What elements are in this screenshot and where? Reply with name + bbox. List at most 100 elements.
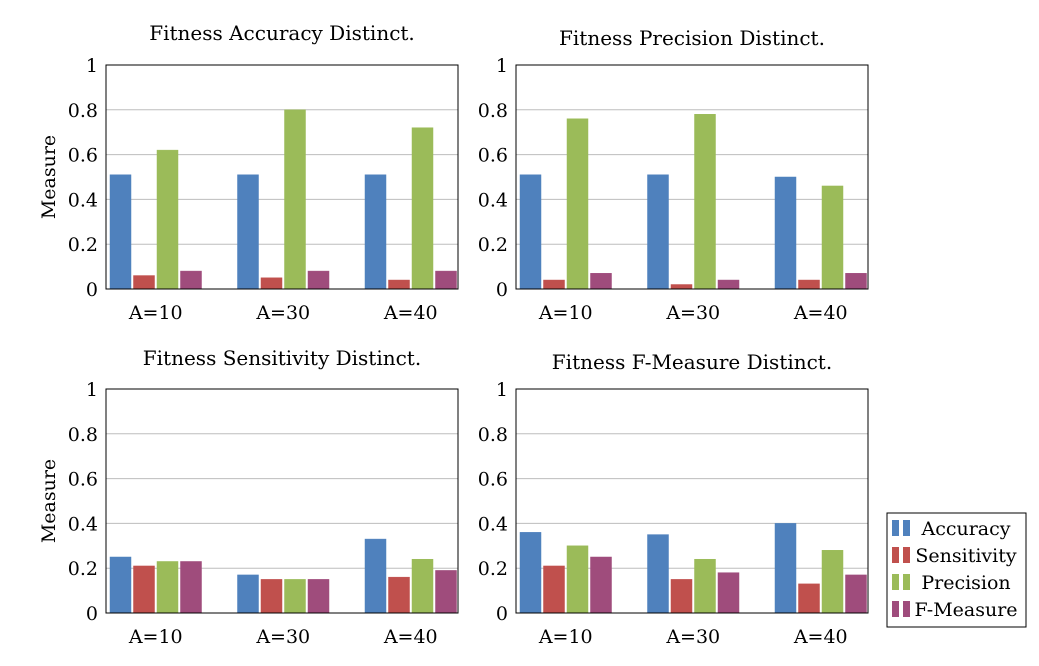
bar-precision-A10 — [156, 149, 179, 290]
bar-precision-A30 — [694, 558, 716, 614]
bar-precision-A40 — [411, 127, 434, 290]
bar-accuracy-A10 — [519, 532, 542, 614]
bar-accuracy-A40 — [774, 176, 797, 290]
legend-swatch — [892, 601, 899, 617]
y-tick-label: 0.8 — [478, 100, 508, 122]
bar-accuracy-A40 — [364, 174, 387, 290]
bar-sensitivity-A30 — [670, 284, 693, 290]
y-tick-label: 0.4 — [68, 189, 98, 211]
y-axis-label: Measure — [38, 459, 60, 543]
bar-precision-A10 — [566, 545, 589, 614]
bar-f-measure-A40 — [845, 574, 867, 614]
legend: Accuracy Sensitivity Precision F-Measure — [886, 512, 1027, 628]
bar-f-measure-A10 — [180, 561, 202, 614]
bar-accuracy-A40 — [364, 538, 387, 614]
bar-accuracy-A30 — [647, 174, 669, 290]
y-tick-label: 0.4 — [68, 513, 98, 535]
bar-precision-A40 — [411, 558, 434, 614]
legend-swatch — [903, 574, 910, 590]
y-tick-label: 0.8 — [68, 100, 98, 122]
y-tick-label: 0.2 — [68, 558, 98, 580]
bar-accuracy-A30 — [647, 534, 669, 614]
y-tick-label: 0.4 — [478, 189, 508, 211]
y-tick-label: 0.2 — [68, 234, 98, 256]
y-axis-label: Measure — [38, 135, 60, 219]
y-tick-label: 0 — [86, 603, 98, 625]
y-tick-label: 1 — [496, 55, 508, 77]
legend-label: Sensitivity — [915, 545, 1016, 567]
bar-f-measure-A40 — [435, 570, 457, 614]
x-tick-label: A=10 — [128, 302, 183, 324]
axis-frame — [515, 64, 869, 290]
x-tick-label: A=30 — [665, 626, 720, 648]
bar-precision-A40 — [821, 185, 844, 290]
legend-label: Precision — [921, 572, 1010, 594]
bar-sensitivity-A40 — [388, 576, 410, 614]
bar-accuracy-A10 — [519, 174, 542, 290]
bar-f-measure-A30 — [717, 279, 740, 290]
chart-panel-3: 0 0.2 0.4 0.6 0.8 1 A=10 A=30 A=40 Fitness Sensit… — [38, 346, 459, 648]
y-tick-label: 0.6 — [478, 469, 508, 491]
x-tick-label: A=40 — [793, 626, 848, 648]
legend-swatch — [892, 574, 899, 590]
legend-swatch — [903, 520, 910, 536]
chart-title: Fitness Sensitivity Distinct. — [143, 346, 421, 370]
bar-sensitivity-A40 — [388, 279, 410, 290]
y-tick-label: 1 — [86, 55, 98, 77]
bar-precision-A10 — [156, 561, 179, 614]
legend-swatch — [892, 547, 899, 563]
x-tick-label: A=30 — [665, 302, 720, 324]
bar-precision-A30 — [284, 579, 306, 614]
bar-precision-A40 — [821, 550, 844, 614]
bar-accuracy-A10 — [109, 556, 132, 614]
bar-accuracy-A10 — [109, 174, 132, 290]
bar-f-measure-A10 — [590, 273, 612, 290]
chart-title: Fitness F-Measure Distinct. — [552, 350, 832, 374]
axis-frame — [515, 388, 869, 614]
legend-label: Accuracy — [920, 518, 1010, 540]
y-tick-label: 1 — [496, 379, 508, 401]
y-tick-label: 0.6 — [478, 145, 508, 167]
y-tick-label: 0.8 — [68, 424, 98, 446]
bar-f-measure-A10 — [180, 270, 202, 290]
axis-frame — [105, 388, 459, 614]
chart-panel-1: 0 0.2 0.4 0.6 0.8 1 A=10 A=30 A=40 Fitness Accura… — [38, 21, 459, 324]
bar-sensitivity-A40 — [798, 279, 820, 290]
bar-f-measure-A10 — [590, 556, 612, 614]
bar-sensitivity-A40 — [798, 583, 820, 614]
bar-f-measure-A30 — [717, 572, 740, 614]
x-tick-label: A=30 — [255, 302, 310, 324]
x-tick-label: A=30 — [255, 626, 310, 648]
bar-sensitivity-A10 — [543, 565, 565, 614]
x-tick-label: A=40 — [793, 302, 848, 324]
y-tick-label: 0.2 — [478, 234, 508, 256]
bar-f-measure-A30 — [307, 270, 330, 290]
bar-sensitivity-A30 — [260, 277, 283, 290]
bar-precision-A30 — [284, 109, 306, 290]
x-tick-label: A=10 — [128, 626, 183, 648]
bar-sensitivity-A10 — [543, 279, 565, 290]
bar-accuracy-A30 — [237, 174, 259, 290]
legend-swatch — [903, 601, 910, 617]
bar-sensitivity-A10 — [133, 565, 155, 614]
x-tick-label: A=40 — [383, 626, 438, 648]
chart-title: Fitness Accuracy Distinct. — [149, 21, 415, 45]
y-tick-label: 1 — [86, 379, 98, 401]
x-tick-label: A=40 — [383, 302, 438, 324]
bar-accuracy-A30 — [237, 574, 259, 614]
chart-panel-2: 0 0.2 0.4 0.6 0.8 1 A=10 A=30 A=40 Fitness Precis… — [478, 26, 869, 324]
axis-frame — [105, 64, 459, 290]
bar-sensitivity-A30 — [670, 579, 693, 614]
y-tick-label: 0.6 — [68, 469, 98, 491]
y-tick-label: 0 — [496, 279, 508, 301]
legend-box — [886, 512, 1027, 628]
y-tick-label: 0 — [496, 603, 508, 625]
chart-title: Fitness Precision Distinct. — [559, 26, 825, 50]
y-tick-label: 0.6 — [68, 145, 98, 167]
legend-label: F-Measure — [914, 599, 1017, 621]
bar-f-measure-A40 — [845, 273, 867, 290]
chart-panel-4: 0 0.2 0.4 0.6 0.8 1 A=10 A=30 A=40 Fitness F-Meas… — [478, 350, 869, 648]
bar-f-measure-A40 — [435, 270, 457, 290]
y-tick-label: 0 — [86, 279, 98, 301]
